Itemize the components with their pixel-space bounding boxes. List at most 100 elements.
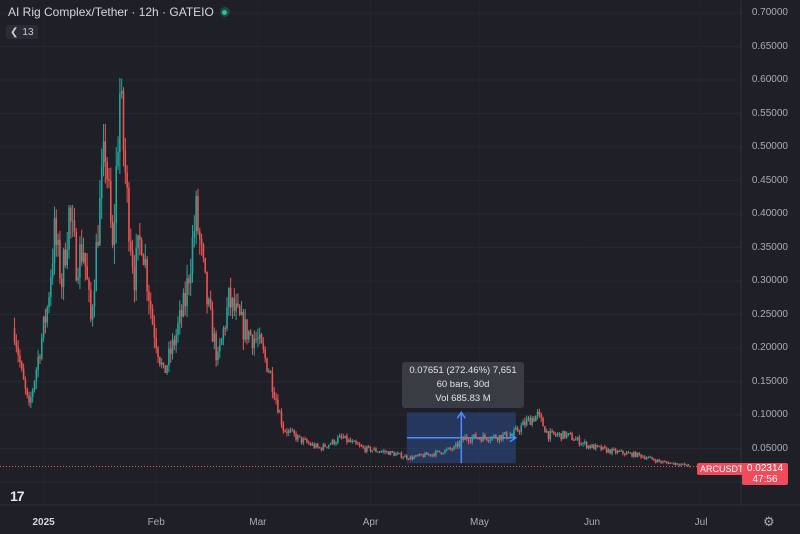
candle-body [331,439,334,444]
candle-body [509,435,512,438]
candle-body [193,231,196,238]
candle-body [349,439,352,442]
candle-body [458,441,461,447]
candle-body [198,231,201,240]
candle-body [502,434,504,440]
candle-body [20,362,23,369]
candle-body [255,338,257,340]
candle-body [542,418,544,427]
candle-body [68,207,70,250]
candle-body [429,454,432,456]
candle-body [169,348,172,354]
candle-body [473,434,475,438]
candle-body [195,195,197,232]
candle-body [565,433,568,438]
candle-body [378,451,381,453]
candle-body [396,453,399,455]
candle-body [369,446,372,452]
time-tick-label: May [470,517,489,528]
tradingview-logo-icon[interactable]: 17 [10,488,25,504]
candle-body [275,398,277,400]
candle-body [84,252,87,267]
chevron-icon: ❮ [10,26,19,38]
candle-body [531,418,533,425]
candle-body [280,411,283,425]
candle-body [453,446,455,450]
gear-icon[interactable]: ⚙ [763,514,775,529]
candle-body [480,438,483,442]
candle-body [317,444,319,448]
candle-body [366,446,368,452]
candle-body [435,450,437,456]
candle-body [73,220,76,233]
candle-body [188,278,190,284]
candle-body [520,425,523,432]
candle-body [449,447,452,450]
candle-body [157,348,159,358]
candle-body [306,439,308,443]
candle-body [75,232,78,281]
candle-body [120,91,123,94]
candle-body [562,431,564,440]
candle-body [683,463,686,466]
candle-body [264,349,266,359]
candle-body [119,93,121,153]
candle-body [669,462,671,464]
candle-body [662,461,664,463]
candle-body [322,444,325,450]
candle-body [338,435,341,438]
candle-body [400,453,403,458]
candle-body [248,331,250,340]
candle-body [57,239,59,246]
candle-body [171,339,174,354]
time-tick-label: Feb [147,517,165,528]
candle-body [197,195,199,232]
candle-body [467,439,470,442]
candle-body [505,432,508,439]
candle-body [554,434,557,436]
candle-body [289,430,292,432]
candle-body [420,453,423,456]
chart-grid [0,0,741,505]
candle-body [634,452,637,457]
symbol-title[interactable]: AI Rig Complex/Tether · 12h · GATEIO [8,5,214,19]
candle-body [111,221,114,245]
candle-body [578,437,581,445]
candle-body [367,446,370,448]
candle-body [246,319,248,340]
candle-body [380,451,383,453]
candle-body [607,449,610,453]
candle-body [442,453,444,455]
candle-body [569,433,572,435]
indicator-toggle[interactable]: ❮ 13 [6,25,38,39]
candle-body [278,411,281,413]
candle-body [564,431,566,438]
candle-body [182,292,185,317]
candle-body [618,450,621,452]
candle-body [128,187,130,242]
candle-body [269,371,272,373]
candle-body [371,450,374,452]
candle-body [33,381,36,391]
candle-body [576,437,579,440]
candle-body [422,455,424,458]
candle-body [653,459,655,461]
candle-body [476,438,479,440]
time-tick-label: Apr [362,517,379,528]
measure-tooltip: 0.07651 (272.46%) 7,651 60 bars, 30d Vol… [402,362,524,408]
candle-body [504,432,506,435]
candle-body [148,291,150,301]
candle-body [373,448,375,451]
chart-header: AI Rig Complex/Tether · 12h · GATEIO [8,5,230,19]
candle-body [538,411,541,415]
candle-body [553,431,555,435]
candle-body [284,430,286,432]
candle-body [418,453,421,456]
candle-body [80,244,83,262]
candle-body [651,456,653,460]
candle-body [676,463,679,465]
candle-body [102,141,105,167]
price-tick-label: 0.60000 [751,74,788,85]
measure-change: 0.07651 (272.46%) 7,651 [409,365,517,376]
